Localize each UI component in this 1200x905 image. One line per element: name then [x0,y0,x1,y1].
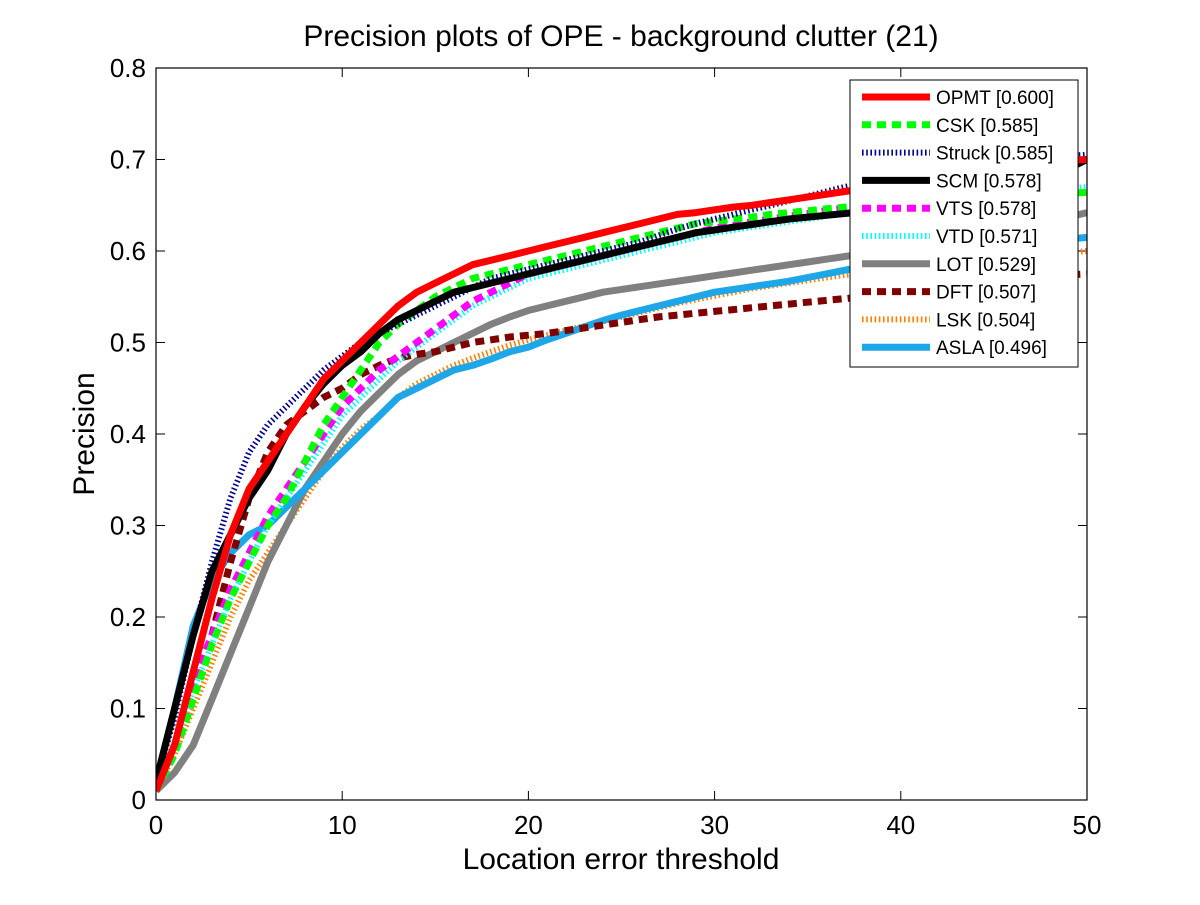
y-tick-label: 0.4 [110,419,146,449]
x-tick-label: 20 [514,810,543,840]
x-tick-label: 10 [328,810,357,840]
legend-label: LSK [0.504] [936,310,1035,331]
x-tick-label: 40 [886,810,915,840]
y-axis-label: Precision [68,372,101,495]
chart-title: Precision plots of OPE - background clut… [303,20,938,53]
y-tick-label: 0.8 [110,53,146,83]
legend-label: Struck [0.585] [936,144,1053,165]
series-line-struck [156,151,1087,783]
y-tick-label: 0.2 [110,602,146,632]
x-tick-label: 30 [700,810,729,840]
y-tick-label: 0 [132,785,146,815]
legend-label: SCM [0.578] [936,171,1042,192]
y-tick-label: 0.7 [110,145,146,175]
legend-label: VTS [0.578] [936,199,1036,220]
legend-label: DFT [0.507] [936,283,1036,304]
x-tick-label: 0 [149,810,163,840]
y-tick-label: 0.5 [110,328,146,358]
y-tick-label: 0.6 [110,236,146,266]
series-line-dft [156,270,1087,793]
legend-label: VTD [0.571] [936,227,1037,248]
x-axis-label: Location error threshold [463,843,780,876]
axes: 0 10 20 30 40 50 0 0.1 0.2 0.3 0.4 0.5 0.6 0.7 0.8 [110,53,1102,840]
legend-label: ASLA [0.496] [936,338,1047,359]
y-tick-label: 0.1 [110,694,146,724]
legend-label: LOT [0.529] [936,255,1036,276]
x-tick-label: 50 [1073,810,1102,840]
legend-label: OPMT [0.600] [936,88,1054,109]
legend: OPMT [0.600] CSK [0.585] Struck [0.585] SCM… [849,79,1079,368]
plot-frame [155,67,1088,801]
y-tick-label: 0.3 [110,511,146,541]
series-line-vtd [156,183,1087,793]
legend-label: CSK [0.585] [936,116,1038,137]
